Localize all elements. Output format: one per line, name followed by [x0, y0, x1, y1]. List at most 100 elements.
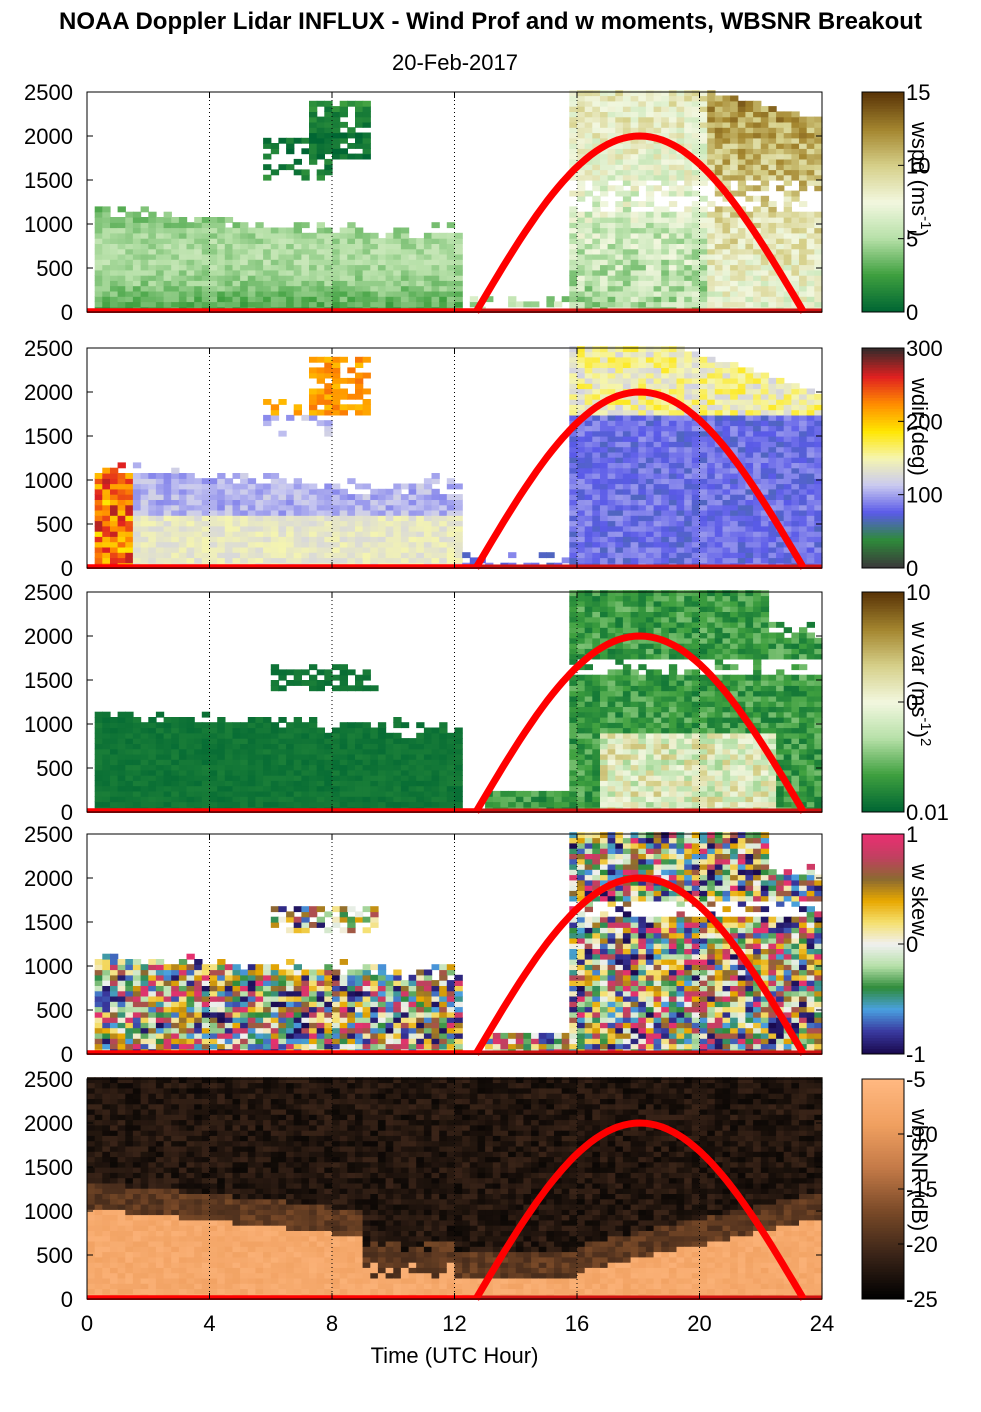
- heatmap-cell: [645, 504, 655, 511]
- heatmap-cell: [255, 301, 264, 308]
- heatmap-cell: [622, 383, 632, 390]
- heatmap-cell: [707, 111, 716, 118]
- heatmap-cell: [638, 488, 647, 495]
- colorbar-swatch: [862, 243, 904, 247]
- heatmap-cell: [661, 301, 670, 308]
- heatmap-cell: [699, 436, 708, 442]
- heatmap-cell: [423, 525, 433, 532]
- heatmap-cell: [730, 232, 739, 239]
- heatmap-cell: [446, 269, 456, 276]
- heatmap-cell: [600, 494, 609, 500]
- heatmap-cell: [217, 222, 226, 229]
- heatmap-cell: [569, 467, 578, 474]
- heatmap-cell: [102, 801, 111, 808]
- heatmap-cell: [110, 232, 119, 239]
- heatmap-cell: [286, 285, 295, 292]
- heatmap-cell: [783, 143, 792, 149]
- colorbar-tick-label: 300: [906, 336, 943, 361]
- heatmap-cell: [324, 520, 333, 527]
- heatmap-cell: [117, 488, 126, 495]
- heatmap-cell: [293, 531, 302, 537]
- heatmap-cell: [94, 796, 103, 803]
- heatmap-cell: [400, 253, 410, 260]
- heatmap-cell: [783, 409, 792, 416]
- heatmap-cell: [653, 253, 662, 260]
- heatmap-cell: [615, 211, 624, 218]
- heatmap-cell: [110, 301, 119, 308]
- heatmap-cell: [577, 301, 586, 308]
- heatmap-cell: [347, 367, 356, 374]
- heatmap-cell: [676, 436, 685, 442]
- heatmap-cell: [714, 499, 724, 506]
- heatmap-cell: [171, 717, 180, 723]
- heatmap-cell: [607, 541, 616, 548]
- heatmap-cell: [638, 243, 647, 250]
- heatmap-cell: [439, 494, 448, 500]
- heatmap-cell: [355, 121, 364, 128]
- y-tick-label: 0: [61, 300, 73, 325]
- heatmap-cell: [714, 238, 724, 244]
- heatmap-cell: [163, 546, 172, 553]
- heatmap-cell: [799, 201, 808, 207]
- heatmap-cell: [247, 296, 257, 303]
- heatmap-cell: [439, 552, 448, 559]
- heatmap-cell: [615, 478, 624, 485]
- heatmap-cell: [209, 232, 218, 239]
- heatmap-cell: [783, 227, 792, 234]
- heatmap-cell: [814, 483, 823, 490]
- heatmap-cell: [691, 383, 701, 390]
- colorbar-swatch: [862, 430, 904, 434]
- heatmap-cell: [155, 711, 165, 718]
- heatmap-cell: [645, 488, 655, 495]
- heatmap-cell: [745, 372, 754, 379]
- heatmap-cell: [584, 232, 593, 239]
- heatmap-cell: [125, 727, 134, 734]
- heatmap-cell: [607, 259, 616, 266]
- heatmap-cell: [745, 436, 754, 442]
- heatmap-cell: [760, 462, 770, 469]
- heatmap-cell: [94, 541, 103, 548]
- heatmap-cell: [776, 420, 785, 427]
- heatmap-cell: [699, 515, 708, 522]
- heatmap-cell: [370, 488, 379, 495]
- heatmap-cell: [806, 264, 815, 271]
- heatmap-cell: [630, 525, 639, 532]
- heatmap-cell: [439, 546, 448, 553]
- heatmap-cell: [293, 290, 302, 297]
- heatmap-cell: [240, 790, 249, 797]
- heatmap-cell: [377, 531, 387, 537]
- heatmap-cell: [217, 488, 226, 495]
- heatmap-cell: [263, 269, 272, 276]
- heatmap-cell: [630, 174, 639, 181]
- heatmap-cell: [232, 536, 241, 543]
- heatmap-cell: [377, 275, 387, 281]
- heatmap-cell: [339, 137, 348, 144]
- heatmap-cell: [117, 748, 126, 755]
- heatmap-cell: [768, 483, 777, 490]
- heatmap-cell: [684, 111, 693, 118]
- heatmap-cell: [309, 483, 318, 490]
- heatmap-cell: [148, 478, 157, 485]
- heatmap-cell: [607, 420, 616, 427]
- heatmap-cell: [622, 557, 632, 564]
- heatmap-cell: [653, 259, 662, 266]
- heatmap-cell: [791, 269, 800, 276]
- heatmap-cell: [615, 520, 624, 527]
- heatmap-cell: [270, 290, 280, 297]
- heatmap-cell: [753, 253, 762, 260]
- heatmap-cell: [592, 243, 601, 250]
- heatmap-cell: [171, 280, 180, 287]
- heatmap-cell: [102, 732, 111, 739]
- heatmap-cell: [737, 137, 747, 144]
- heatmap-cell: [638, 499, 647, 506]
- heatmap-cell: [799, 148, 808, 155]
- heatmap-cell: [791, 190, 800, 197]
- heatmap-cell: [400, 269, 410, 276]
- heatmap-cell: [783, 478, 792, 485]
- heatmap-cell: [745, 531, 754, 537]
- heatmap-cell: [668, 243, 678, 250]
- heatmap-cell: [730, 190, 739, 197]
- heatmap-cell: [799, 388, 808, 395]
- heatmap-cell: [645, 446, 655, 453]
- colorbar-swatch: [862, 507, 904, 511]
